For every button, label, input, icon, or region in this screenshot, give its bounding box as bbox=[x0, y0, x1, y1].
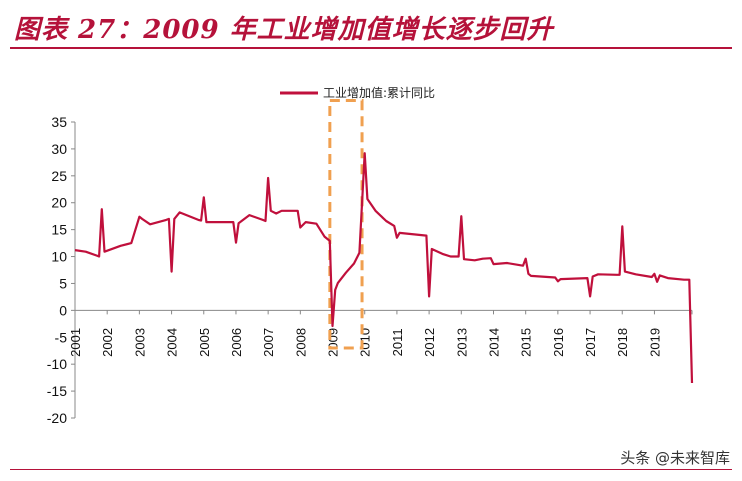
x-tick-label: 2007 bbox=[261, 328, 276, 357]
y-tick-label: 10 bbox=[51, 249, 67, 265]
y-tick-label: -20 bbox=[47, 410, 67, 426]
x-axis: 2001 2002 2003 2004 2005 2006 2007 2008 2009 2010… bbox=[68, 309, 693, 357]
y-tick-label: -5 bbox=[55, 329, 68, 345]
series-line-0 bbox=[74, 152, 694, 384]
x-tick-label: 2009 bbox=[326, 328, 341, 357]
title-divider bbox=[10, 47, 732, 49]
y-tick-label: 0 bbox=[59, 302, 67, 318]
x-tick-label: 2002 bbox=[100, 328, 115, 357]
x-tick-label: 2018 bbox=[615, 328, 630, 357]
x-tick-label: 2013 bbox=[454, 328, 469, 357]
x-tick-label: 2014 bbox=[486, 328, 501, 357]
x-tick-label: 2019 bbox=[647, 328, 662, 357]
legend-label: 工业增加值:累计同比 bbox=[323, 85, 435, 100]
y-tick-label: 5 bbox=[59, 275, 67, 291]
y-tick-label: 35 bbox=[51, 114, 67, 130]
x-tick-label: 2012 bbox=[422, 328, 437, 357]
highlight-box-2009 bbox=[328, 98, 364, 350]
page-title: 图表 27：2009 年工业增加值增长逐步回升 bbox=[14, 15, 554, 45]
y-tick-label: 25 bbox=[51, 168, 67, 184]
x-tick-label: 2005 bbox=[197, 328, 212, 357]
y-tick-label: 30 bbox=[51, 141, 67, 157]
x-tick-label: 2011 bbox=[390, 328, 405, 356]
watermark: 头条 @未来智库 bbox=[620, 449, 730, 467]
x-tick-label: 2008 bbox=[293, 328, 308, 357]
y-tick-label: 20 bbox=[51, 195, 67, 211]
x-tick-label: 2001 bbox=[68, 328, 83, 357]
highlight-rect bbox=[328, 98, 364, 350]
x-tick-label: 2006 bbox=[229, 328, 244, 357]
y-tick-label: 15 bbox=[51, 222, 67, 238]
footer-divider bbox=[10, 469, 732, 470]
y-tick-label: -15 bbox=[47, 383, 67, 399]
x-tick-label: 2010 bbox=[358, 328, 373, 357]
x-tick-label: 2003 bbox=[132, 328, 147, 357]
x-tick-label: 2017 bbox=[583, 328, 598, 357]
series-group bbox=[74, 152, 694, 384]
x-tick-label: 2015 bbox=[519, 328, 534, 357]
legend: 工业增加值:累计同比 bbox=[280, 85, 435, 100]
y-axis: 35 30 25 20 15 10 5 0 -5 -10 -15 -20 bbox=[47, 114, 76, 426]
x-tick-label: 2004 bbox=[165, 328, 180, 357]
x-tick-label: 2016 bbox=[551, 328, 566, 357]
y-tick-label: -10 bbox=[47, 356, 67, 372]
